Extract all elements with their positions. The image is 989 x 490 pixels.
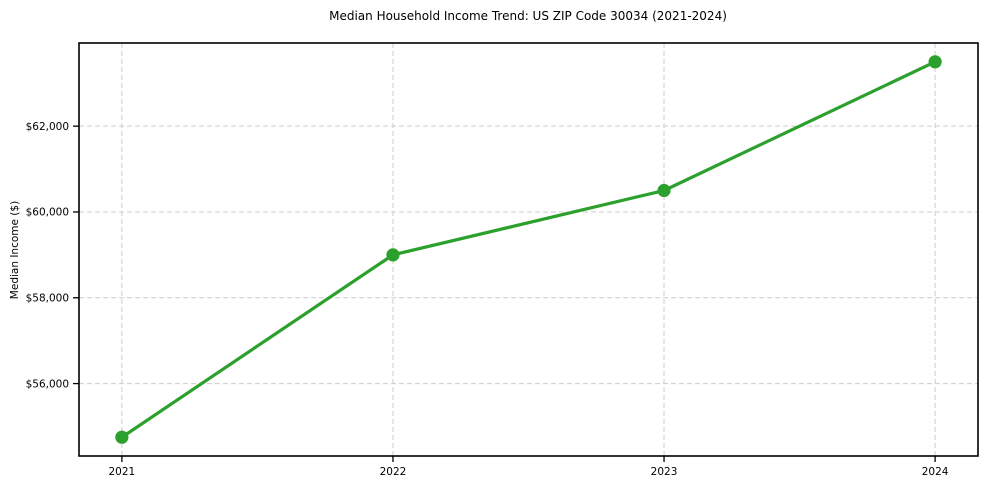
y-tick-label: $62,000 [26, 121, 69, 133]
data-point-2021 [115, 430, 129, 444]
y-tick-label: $60,000 [26, 207, 69, 219]
y-tick-label: $58,000 [26, 292, 69, 304]
data-line [120, 60, 937, 439]
data-point-2022 [386, 248, 400, 262]
data-point-2023 [657, 183, 671, 198]
x-tick-label: 2022 [380, 466, 407, 478]
y-tick-label: $56,000 [26, 378, 69, 390]
x-tick-label: 2023 [651, 466, 678, 478]
x-tick-label: 2021 [109, 466, 136, 478]
chart-title: Median Household Income Trend: US ZIP Co… [329, 9, 727, 23]
plot-border [78, 42, 979, 457]
x-tick-label: 2024 [922, 466, 949, 478]
data-point-2024 [928, 55, 942, 69]
